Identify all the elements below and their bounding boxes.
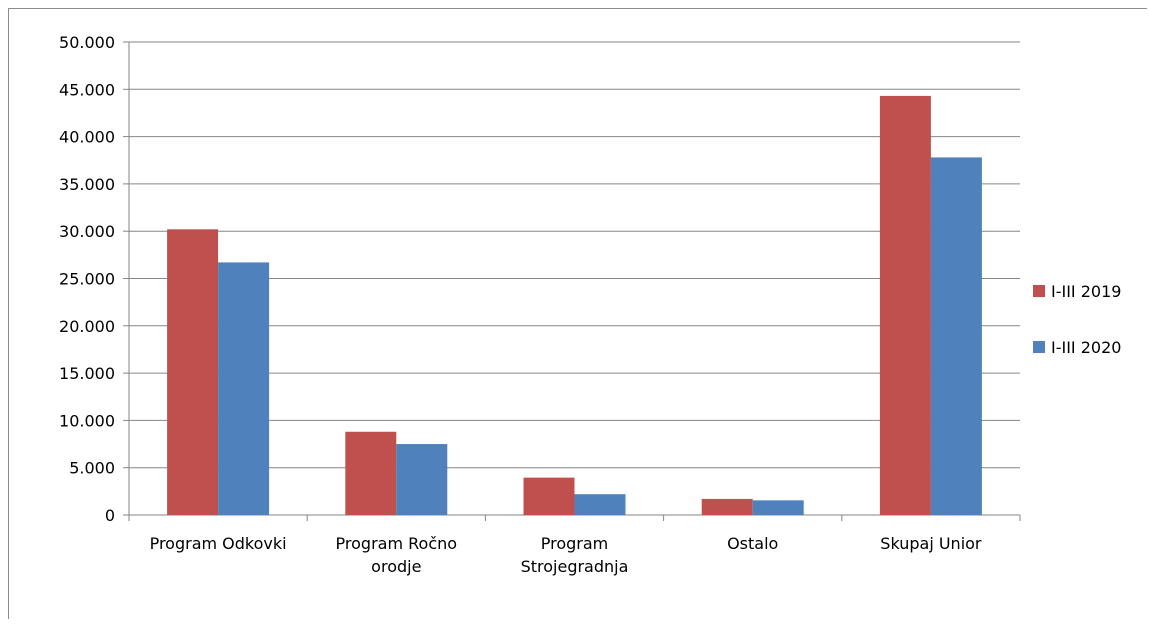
x-tick-label: Strojegradnja [521, 557, 629, 576]
bar-series-2 [930, 157, 982, 516]
x-tick-label: Ostalo [727, 534, 778, 553]
y-tick-label: 25.000 [59, 270, 115, 289]
legend-label: I-III 2019 [1051, 282, 1121, 301]
x-tick-label: orodje [371, 557, 421, 576]
x-tick-label: Skupaj Unior [880, 534, 982, 553]
chart-frame: 0 5.000 10.000 15.000 20.000 25.000 30.000 35.0… [8, 8, 1147, 619]
x-tick-label: Program Ročno [336, 534, 458, 553]
bar-chart: 0 5.000 10.000 15.000 20.000 25.000 30.000 35.0… [59, 33, 1121, 576]
bar-series-2 [396, 444, 448, 515]
y-tick-label: 30.000 [59, 222, 115, 241]
y-tick-label: 45.000 [59, 80, 115, 99]
y-tick-label: 5.000 [69, 459, 115, 478]
x-tick-label: Program Odkovki [150, 534, 287, 553]
bar-series-1 [701, 498, 753, 515]
legend-swatch [1033, 341, 1045, 353]
bar-series-1 [879, 95, 931, 515]
y-tick-label: 20.000 [59, 317, 115, 336]
x-tick-label: Program [541, 534, 609, 553]
bar-series-2 [218, 262, 270, 515]
bar-series-1 [167, 229, 219, 516]
legend-swatch [1033, 285, 1045, 297]
legend-label: I-III 2020 [1051, 338, 1121, 357]
y-tick-label: 40.000 [59, 128, 115, 147]
y-tick-label: 0 [105, 506, 115, 525]
y-tick-label: 35.000 [59, 175, 115, 194]
bar-series-1 [345, 431, 397, 515]
y-tick-label: 15.000 [59, 364, 115, 383]
bar-series-2 [752, 500, 804, 515]
y-tick-label: 10.000 [59, 411, 115, 430]
y-tick-label: 50.000 [59, 33, 115, 52]
bar-series-1 [523, 477, 575, 515]
bar-series-2 [574, 494, 626, 515]
